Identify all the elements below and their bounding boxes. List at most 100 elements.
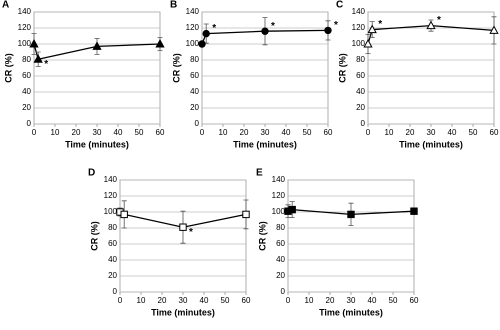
series-line [201, 29, 329, 45]
point [155, 38, 165, 48]
point [179, 223, 187, 231]
y-tick-label: 80 [190, 55, 199, 64]
x-tick-label: 10 [137, 296, 146, 305]
x-tick-label: 30 [347, 296, 356, 305]
y-tick-label: 60 [276, 239, 285, 248]
chart-panel: A 0 20 40 60 80 100 120 140 0 10 20 30 40 50 60 Time (mi… [2, 0, 165, 149]
y-tick-label: 20 [108, 271, 117, 280]
x-tick-label: 60 [410, 296, 419, 305]
x-tick-label: 0 [286, 296, 291, 305]
x-tick-label: 10 [385, 128, 394, 137]
y-tick-label: 0 [113, 287, 118, 296]
x-tick-label: 20 [158, 296, 167, 305]
significance-mark: * [437, 15, 441, 26]
y-tick-label: 20 [276, 271, 285, 280]
point [363, 38, 373, 48]
y-tick-label: 120 [104, 191, 118, 200]
x-tick-label: 50 [469, 128, 478, 137]
y-tick-label: 100 [186, 39, 200, 48]
y-tick-label: 0 [281, 287, 286, 296]
y-axis-label: CR (%) [337, 53, 347, 83]
point [367, 24, 377, 34]
x-tick-label: 50 [221, 296, 230, 305]
x-tick-label: 0 [118, 296, 123, 305]
x-tick-label: 30 [179, 296, 188, 305]
chart-panel: D 0 20 40 60 80 100 120 140 0 10 20 30 40 50 60 Time (mi… [88, 168, 251, 318]
point [324, 26, 332, 35]
x-axis-label: Time (minutes) [233, 139, 297, 149]
y-tick-label: 60 [22, 71, 31, 80]
significance-mark: * [271, 21, 275, 32]
point [347, 210, 355, 219]
x-tick-label: 30 [427, 128, 436, 137]
x-axis-label: Time (minutes) [399, 139, 463, 149]
x-axis-label: Time (minutes) [151, 307, 215, 317]
x-tick-label: 50 [303, 128, 312, 137]
point [120, 210, 128, 219]
y-tick-label: 40 [108, 255, 117, 264]
point [261, 27, 269, 35]
y-tick-label: 60 [190, 71, 199, 80]
y-axis-label: CR (%) [257, 221, 267, 251]
y-tick-label: 100 [18, 39, 32, 48]
y-tick-label: 100 [104, 207, 118, 216]
x-tick-label: 50 [389, 296, 398, 305]
significance-mark: * [189, 227, 193, 238]
y-tick-label: 20 [190, 103, 199, 112]
x-tick-label: 40 [200, 296, 209, 305]
plot-frame [33, 11, 161, 125]
panel-label: B [170, 0, 177, 11]
y-tick-label: 80 [356, 55, 365, 64]
y-tick-label: 0 [361, 119, 366, 128]
y-tick-label: 100 [352, 39, 366, 48]
x-axis-label: Time (minutes) [319, 307, 383, 317]
y-tick-label: 80 [276, 223, 285, 232]
panel-label: E [256, 168, 263, 179]
y-tick-label: 0 [27, 119, 32, 128]
significance-mark: * [212, 23, 216, 34]
x-tick-label: 20 [406, 128, 415, 137]
panel-label: C [336, 0, 343, 11]
y-tick-label: 40 [190, 87, 199, 96]
x-tick-label: 0 [366, 128, 371, 137]
significance-mark: * [44, 59, 48, 70]
y-tick-label: 100 [272, 207, 286, 216]
point [29, 38, 39, 48]
point [426, 20, 436, 30]
panel-label: D [88, 168, 95, 179]
panel-label: A [2, 0, 9, 11]
y-tick-label: 20 [22, 103, 31, 112]
x-tick-label: 0 [32, 128, 37, 137]
x-tick-label: 20 [326, 296, 335, 305]
y-tick-label: 120 [352, 23, 366, 32]
point [489, 25, 499, 34]
point [242, 210, 250, 219]
y-tick-label: 40 [356, 87, 365, 96]
y-tick-label: 40 [22, 87, 31, 96]
y-tick-label: 140 [186, 7, 200, 16]
y-tick-label: 140 [18, 7, 32, 16]
y-tick-label: 140 [104, 175, 118, 184]
x-tick-label: 50 [135, 128, 144, 137]
y-axis-label: CR (%) [171, 53, 181, 83]
y-tick-label: 20 [356, 103, 365, 112]
x-tick-label: 40 [114, 128, 123, 137]
y-axis-label: CR (%) [3, 53, 13, 83]
chart-panel: E 0 20 40 60 80 100 120 140 0 10 20 30 40 50 60 Time (mi… [256, 168, 419, 318]
x-tick-label: 0 [200, 128, 205, 137]
x-tick-label: 20 [240, 128, 249, 137]
chart-panel: C 0 20 40 60 80 100 120 140 0 10 20 30 40 50 60 Time (mi… [336, 0, 499, 149]
point [288, 205, 296, 214]
point [202, 29, 210, 38]
y-tick-label: 120 [18, 23, 32, 32]
x-tick-label: 20 [72, 128, 81, 137]
y-tick-label: 60 [356, 71, 365, 80]
x-tick-label: 60 [156, 128, 165, 137]
x-tick-label: 60 [490, 128, 499, 137]
x-tick-label: 60 [242, 296, 251, 305]
y-tick-label: 60 [108, 239, 117, 248]
x-axis-label: Time (minutes) [65, 139, 129, 149]
y-tick-label: 140 [352, 7, 366, 16]
x-tick-label: 10 [219, 128, 228, 137]
plot-frame [287, 179, 415, 293]
